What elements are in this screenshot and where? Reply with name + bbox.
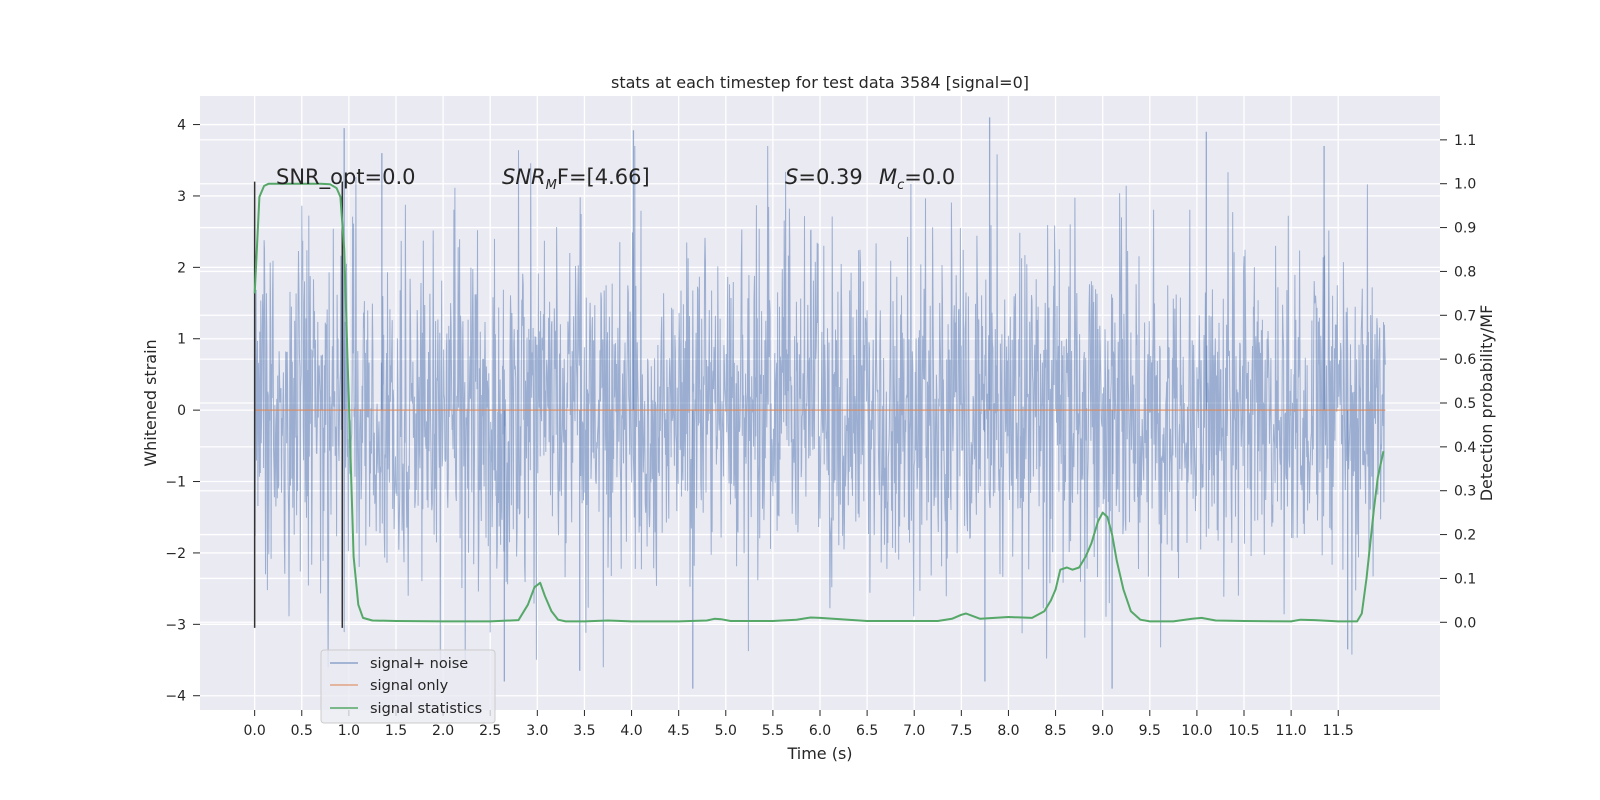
x-tick-label: 2.0 <box>432 723 454 739</box>
x-tick-label: 9.0 <box>1092 723 1114 739</box>
x-tick-label: 1.5 <box>385 723 407 739</box>
y-right-tick-label: 0.9 <box>1454 221 1476 237</box>
y-tick-label: 0 <box>177 403 186 419</box>
vertical-markers <box>253 181 344 628</box>
y-tick-label: −3 <box>165 617 186 633</box>
y-right-tick-label: 0.5 <box>1454 396 1476 412</box>
y-tick-label: 2 <box>177 260 186 276</box>
s-annotation: S=0.39 <box>785 165 863 189</box>
signal-statistics-series <box>253 182 1385 623</box>
y-tick-label: −1 <box>165 475 186 491</box>
x-tick-label: 7.5 <box>950 723 972 739</box>
x-tick-label: 3.0 <box>526 723 548 739</box>
y-right-tick-label: 0.3 <box>1454 484 1476 500</box>
x-tick-label: 6.5 <box>856 723 878 739</box>
legend: signal+ noise signal only signal statist… <box>320 649 496 724</box>
snr-opt-annotation: SNR_opt=0.0 <box>276 165 416 190</box>
mc-subscript: c <box>897 178 904 193</box>
y-right-tick-label: 0.7 <box>1454 308 1476 324</box>
x-tick-label: 3.5 <box>573 723 595 739</box>
noise-trace <box>254 145 1386 668</box>
x-tick-label: 2.5 <box>479 723 501 739</box>
x-tick-label: 4.5 <box>668 723 690 739</box>
snr-mf-label: SNR <box>502 165 546 189</box>
y-tick-label: −4 <box>165 689 186 705</box>
x-tick-label: 0.0 <box>244 723 266 739</box>
s-value: =0.39 <box>798 165 862 189</box>
x-tick-label: 0.5 <box>291 723 313 739</box>
x-tick-label: 5.0 <box>715 723 737 739</box>
x-tick-label: 6.0 <box>809 723 831 739</box>
x-tick-label: 1.0 <box>338 723 360 739</box>
x-tick-label: 7.0 <box>903 723 925 739</box>
y-right-tick-label: 0.1 <box>1454 571 1476 587</box>
y-right-tick-label: 0.0 <box>1454 615 1476 631</box>
chart-title: stats at each timestep for test data 358… <box>611 73 1029 92</box>
y-right-axis-title: Detection probability/MF <box>1477 305 1496 502</box>
x-axis-title: Time (s) <box>786 744 852 763</box>
y-tick-label: 1 <box>177 332 186 348</box>
s-label: S <box>785 165 798 189</box>
x-tick-label: 10.5 <box>1228 723 1259 739</box>
y-tick-label: 3 <box>177 189 186 205</box>
x-tick-label: 4.0 <box>620 723 642 739</box>
y-right-tick-label: 0.2 <box>1454 528 1476 544</box>
y-right-tick-label: 0.4 <box>1454 440 1476 456</box>
x-tick-label: 9.5 <box>1139 723 1161 739</box>
y-right-tick-label: 1.0 <box>1454 177 1476 193</box>
y-right-tick-label: 1.1 <box>1454 133 1476 149</box>
snr-mf-value: F=[4.66] <box>557 165 650 189</box>
x-tick-label: 11.5 <box>1323 723 1354 739</box>
snr-mf-subscript: M <box>546 178 557 193</box>
y-right-tick-label: 0.8 <box>1454 264 1476 280</box>
legend-label-statistics: signal statistics <box>370 701 482 717</box>
legend-label-signal: signal only <box>370 678 449 694</box>
x-tick-label: 8.5 <box>1044 723 1066 739</box>
legend-box <box>320 649 496 724</box>
y-tick-label: −2 <box>165 546 186 562</box>
y-tick-label: 4 <box>177 118 186 134</box>
mc-annotation: Mc=0.0 <box>879 165 955 193</box>
x-tick-label: 8.0 <box>997 723 1019 739</box>
mc-label: M <box>879 165 897 189</box>
x-tick-label: 5.5 <box>762 723 784 739</box>
y-right-tick-label: 0.6 <box>1454 352 1476 368</box>
x-tick-label: 11.0 <box>1276 723 1307 739</box>
snr-mf-annotation: SNRMF=[4.66] <box>502 165 650 193</box>
legend-label-noise: signal+ noise <box>370 656 468 672</box>
mc-value: =0.0 <box>904 165 955 189</box>
ticks: 0.0 0.5 1.0 1.5 2.0 2.5 3.0 3.5 4.0 4.5 5.0 5.5 6.0 6… <box>165 118 1476 739</box>
y-axis-title: Whitened strain <box>141 339 160 466</box>
x-tick-label: 10.0 <box>1181 723 1212 739</box>
signal-statistics-line <box>253 182 1385 623</box>
